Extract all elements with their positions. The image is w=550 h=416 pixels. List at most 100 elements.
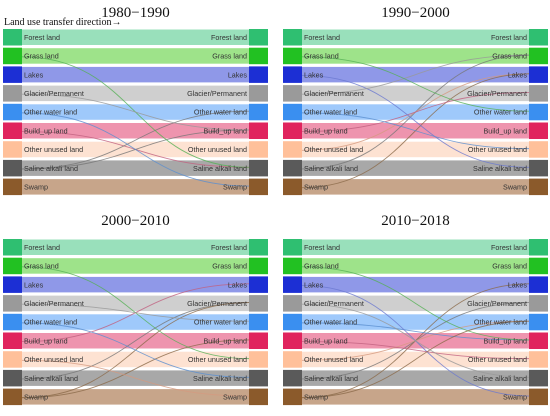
target-node-grass-land (529, 47, 548, 65)
target-node-forest-land (529, 239, 548, 256)
source-node-grass-land (283, 257, 302, 275)
target-label: Forest land (211, 243, 247, 252)
band-swamp (302, 389, 529, 405)
source-node-forest-land (3, 239, 22, 256)
band-glacier-permanent (302, 85, 529, 102)
source-node-grass-land (3, 257, 22, 275)
source-label: Lakes (24, 280, 44, 289)
band-swamp (22, 389, 249, 405)
target-label: Other unused land (468, 355, 527, 364)
target-label: Other unused land (188, 355, 247, 364)
target-label: Lakes (508, 70, 528, 79)
transfer-flow (301, 266, 530, 341)
transfer-flow (301, 112, 530, 150)
target-label: Lakes (228, 70, 248, 79)
source-label: Other unused land (24, 145, 83, 154)
target-node-other-unused-land (529, 351, 548, 368)
source-node-other-water-land (3, 103, 22, 121)
transfer-flow (21, 322, 250, 378)
source-label: Lakes (304, 280, 324, 289)
source-node-glacier-permanent (3, 295, 22, 312)
target-label: Swamp (503, 182, 527, 191)
target-label: Glacier/Permanent (187, 89, 247, 98)
panel-2: 1990−2000 Forest land Forest land Grass lan… (283, 5, 548, 196)
band-swamp (302, 179, 529, 195)
transfer-flow (301, 56, 530, 112)
target-node-other-water-land (249, 313, 268, 331)
source-label: Grass land (24, 52, 59, 61)
band-lakes (22, 66, 249, 83)
source-node-lakes (3, 276, 22, 293)
target-label: Saline alkali land (193, 374, 247, 383)
source-node-forest-land (283, 239, 302, 256)
target-node-swamp (249, 178, 268, 196)
source-label: Other unused land (24, 355, 83, 364)
band-other-unused-land (22, 351, 249, 368)
source-label: Saline alkali land (24, 164, 78, 173)
source-label: Other unused land (304, 355, 363, 364)
band-grass-land (302, 48, 529, 64)
source-label: Forest land (304, 33, 340, 42)
band-forest-land (302, 29, 529, 45)
target-node-swamp (529, 178, 548, 196)
target-node-forest-land (249, 239, 268, 256)
source-node-other-unused-land (3, 141, 22, 158)
source-node-build-up-land (283, 122, 302, 139)
source-node-grass-land (3, 47, 22, 65)
band-lakes (22, 276, 249, 293)
band-forest-land (22, 29, 249, 45)
source-node-glacier-permanent (283, 85, 302, 102)
source-node-forest-land (283, 29, 302, 46)
target-label: Saline alkali land (473, 374, 527, 383)
band-lakes (302, 276, 529, 293)
band-grass-land (22, 48, 249, 64)
target-node-build-up-land (249, 122, 268, 139)
panel-1: 1980−1990 Forest land Forest land Grass lan… (3, 5, 268, 196)
source-label: Build_up land (304, 126, 348, 135)
source-node-saline-alkali-land (283, 369, 302, 387)
target-node-forest-land (249, 29, 268, 46)
transfer-flow (21, 302, 250, 380)
source-label: Swamp (304, 182, 328, 191)
target-label: Grass land (212, 262, 247, 271)
target-label: Other water land (194, 108, 247, 117)
target-label: Build_up land (203, 336, 247, 345)
source-node-other-unused-land (283, 351, 302, 368)
target-node-build-up-land (529, 332, 548, 349)
target-label: Forest land (491, 243, 527, 252)
band-other-water-land (22, 314, 249, 330)
band-swamp (22, 179, 249, 195)
source-node-swamp (283, 388, 302, 406)
band-other-unused-land (302, 141, 529, 158)
target-label: Other water land (474, 108, 527, 117)
target-label: Build_up land (203, 126, 247, 135)
source-node-other-water-land (283, 313, 302, 331)
source-node-other-unused-land (283, 141, 302, 158)
source-label: Grass land (304, 52, 339, 61)
panel-3: 2000−2010 Forest land Forest land Grass lan… (3, 213, 268, 406)
target-node-lakes (249, 66, 268, 83)
target-node-glacier-permanent (529, 295, 548, 312)
source-node-glacier-permanent (283, 295, 302, 312)
target-label: Forest land (491, 33, 527, 42)
target-node-build-up-land (249, 332, 268, 349)
target-label: Glacier/Permanent (187, 299, 247, 308)
target-node-other-unused-land (249, 141, 268, 158)
target-node-lakes (529, 66, 548, 83)
target-node-lakes (249, 276, 268, 293)
target-node-grass-land (529, 257, 548, 275)
source-label: Other water land (304, 318, 357, 327)
target-node-grass-land (249, 257, 268, 275)
transfer-flow (21, 303, 250, 322)
source-node-swamp (3, 388, 22, 406)
target-label: Swamp (223, 182, 247, 191)
target-label: Lakes (508, 280, 528, 289)
source-label: Glacier/Permanent (304, 89, 364, 98)
panel-4: 2010−2018 Forest land Forest land Grass lan… (283, 213, 548, 406)
target-label: Glacier/Permanent (467, 89, 527, 98)
source-node-other-unused-land (3, 351, 22, 368)
target-node-swamp (249, 388, 268, 406)
target-label: Grass land (492, 52, 527, 61)
target-node-other-water-land (249, 103, 268, 121)
